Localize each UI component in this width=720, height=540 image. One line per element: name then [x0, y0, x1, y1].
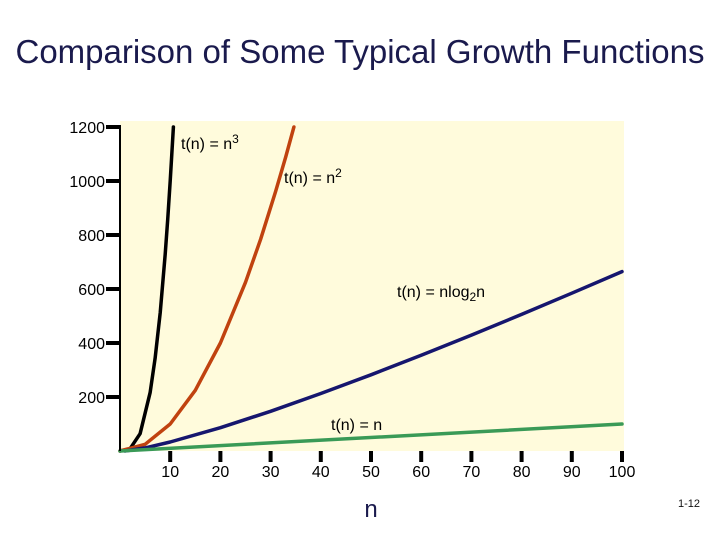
plot-background — [120, 121, 624, 451]
series-line-n2 — [118, 125, 296, 453]
slide-title: Comparison of Some Typical Growth Functi… — [15, 33, 705, 70]
x-tick-label: 40 — [312, 464, 330, 481]
x-axis-title: n — [364, 496, 377, 523]
y-tick-label: 400 — [78, 336, 105, 353]
series-layer — [118, 125, 624, 453]
axis-layer: 200 400 600 800 1000 1200 10 20 30 40 50 60 70 80 90 10… — [69, 120, 635, 523]
x-tick-label: 60 — [412, 464, 430, 481]
series-line-n — [118, 422, 624, 453]
series-label-nlog2n: t(n) = nlog2n — [397, 284, 485, 304]
y-tick-label: 200 — [78, 390, 105, 407]
x-tick-label: 30 — [262, 464, 280, 481]
y-tick-label: 800 — [78, 228, 105, 245]
x-tick-label: 50 — [362, 464, 380, 481]
x-tick-label: 80 — [513, 464, 531, 481]
y-tick-label: 1000 — [69, 174, 105, 191]
y-tick-label: 1200 — [69, 120, 105, 137]
series-line-nlog2n — [123, 269, 624, 453]
slide-number: 1-12 — [677, 498, 700, 510]
label-layer: t(n) = n3 t(n) = n2 t(n) = nlog2n t(n) = n — [181, 132, 485, 434]
x-tick-label: 70 — [463, 464, 481, 481]
x-tick-label: 90 — [563, 464, 581, 481]
x-tick-label: 20 — [212, 464, 230, 481]
series-line-n3 — [118, 125, 176, 453]
series-label-n2: t(n) = n2 — [284, 166, 342, 187]
series-label-n: t(n) = n — [331, 417, 382, 434]
x-tick-label: 100 — [609, 464, 636, 481]
series-label-n3: t(n) = n3 — [181, 132, 239, 153]
y-tick-label: 600 — [78, 282, 105, 299]
x-tick-label: 10 — [161, 464, 179, 481]
